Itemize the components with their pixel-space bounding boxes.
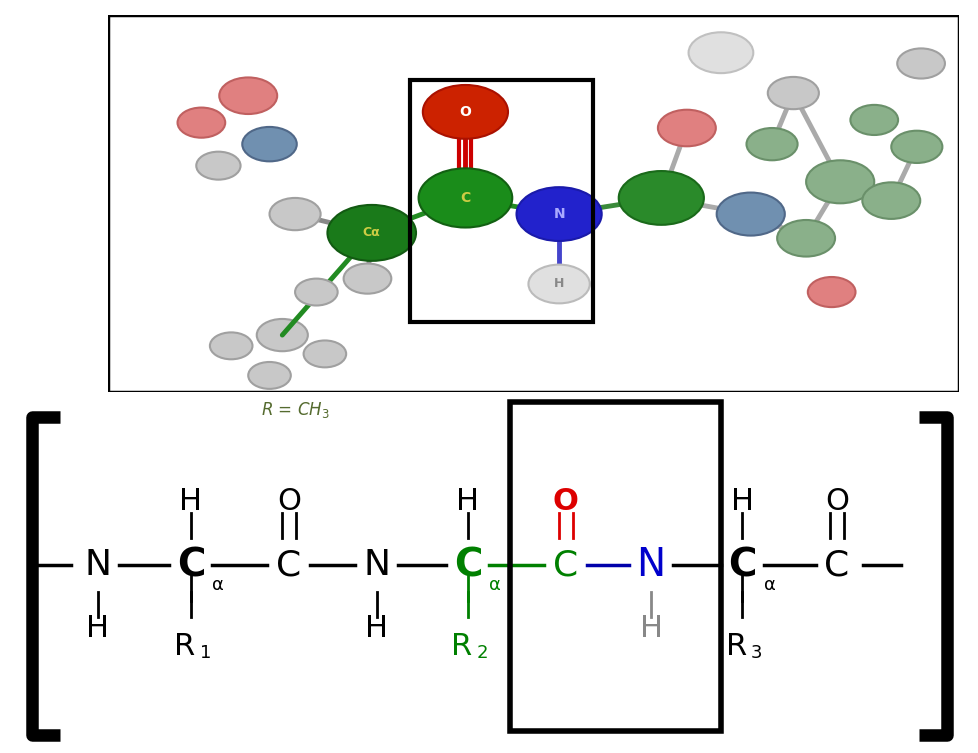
Text: C: C — [460, 191, 470, 205]
Circle shape — [419, 169, 511, 227]
Text: O: O — [824, 487, 848, 517]
Text: H: H — [179, 487, 202, 517]
Text: C: C — [453, 546, 482, 584]
Circle shape — [209, 332, 252, 359]
Bar — [108, 15, 958, 392]
Text: R: R — [174, 632, 196, 661]
Text: R = CH$_3$: R = CH$_3$ — [260, 400, 330, 419]
Circle shape — [327, 205, 416, 261]
Text: N: N — [363, 548, 390, 582]
Circle shape — [177, 108, 225, 138]
Text: C: C — [276, 548, 301, 582]
Circle shape — [269, 198, 321, 230]
Text: N: N — [636, 546, 665, 584]
Text: H: H — [456, 487, 479, 517]
Circle shape — [242, 127, 296, 161]
Text: C: C — [727, 546, 756, 584]
Text: 2: 2 — [476, 644, 488, 662]
Text: α: α — [763, 576, 775, 594]
Text: H: H — [86, 614, 110, 643]
Circle shape — [807, 277, 855, 307]
Text: H: H — [554, 278, 563, 291]
Text: O: O — [277, 487, 300, 517]
Text: C: C — [176, 546, 205, 584]
Text: R: R — [451, 632, 472, 661]
Circle shape — [777, 220, 834, 257]
Text: O: O — [459, 105, 470, 119]
Circle shape — [890, 131, 942, 163]
Circle shape — [516, 187, 601, 241]
Circle shape — [294, 279, 337, 306]
Text: H: H — [639, 614, 662, 643]
Circle shape — [896, 48, 944, 78]
Circle shape — [850, 105, 897, 135]
Circle shape — [256, 319, 307, 351]
Circle shape — [618, 171, 703, 225]
Circle shape — [248, 362, 290, 389]
Circle shape — [196, 151, 241, 180]
Circle shape — [303, 340, 346, 367]
Circle shape — [805, 160, 873, 203]
Bar — [410, 80, 593, 322]
Text: H: H — [730, 487, 753, 517]
Circle shape — [528, 264, 589, 303]
Circle shape — [745, 128, 797, 160]
Text: C: C — [823, 548, 849, 582]
Circle shape — [343, 264, 391, 294]
Text: 3: 3 — [750, 644, 762, 662]
Text: R: R — [725, 632, 746, 661]
Circle shape — [862, 182, 919, 219]
Text: 1: 1 — [200, 644, 211, 662]
Text: N: N — [84, 548, 111, 582]
Text: H: H — [365, 614, 388, 643]
Text: Cα: Cα — [363, 227, 380, 239]
Circle shape — [688, 32, 752, 73]
Bar — [510, 402, 720, 731]
Circle shape — [657, 110, 715, 146]
Text: O: O — [553, 487, 578, 517]
Text: α: α — [212, 576, 224, 594]
Text: α: α — [489, 576, 501, 594]
Circle shape — [219, 78, 277, 114]
Circle shape — [767, 77, 818, 109]
Circle shape — [422, 85, 508, 139]
Text: N: N — [553, 207, 564, 221]
Circle shape — [716, 193, 784, 236]
Text: C: C — [553, 548, 578, 582]
